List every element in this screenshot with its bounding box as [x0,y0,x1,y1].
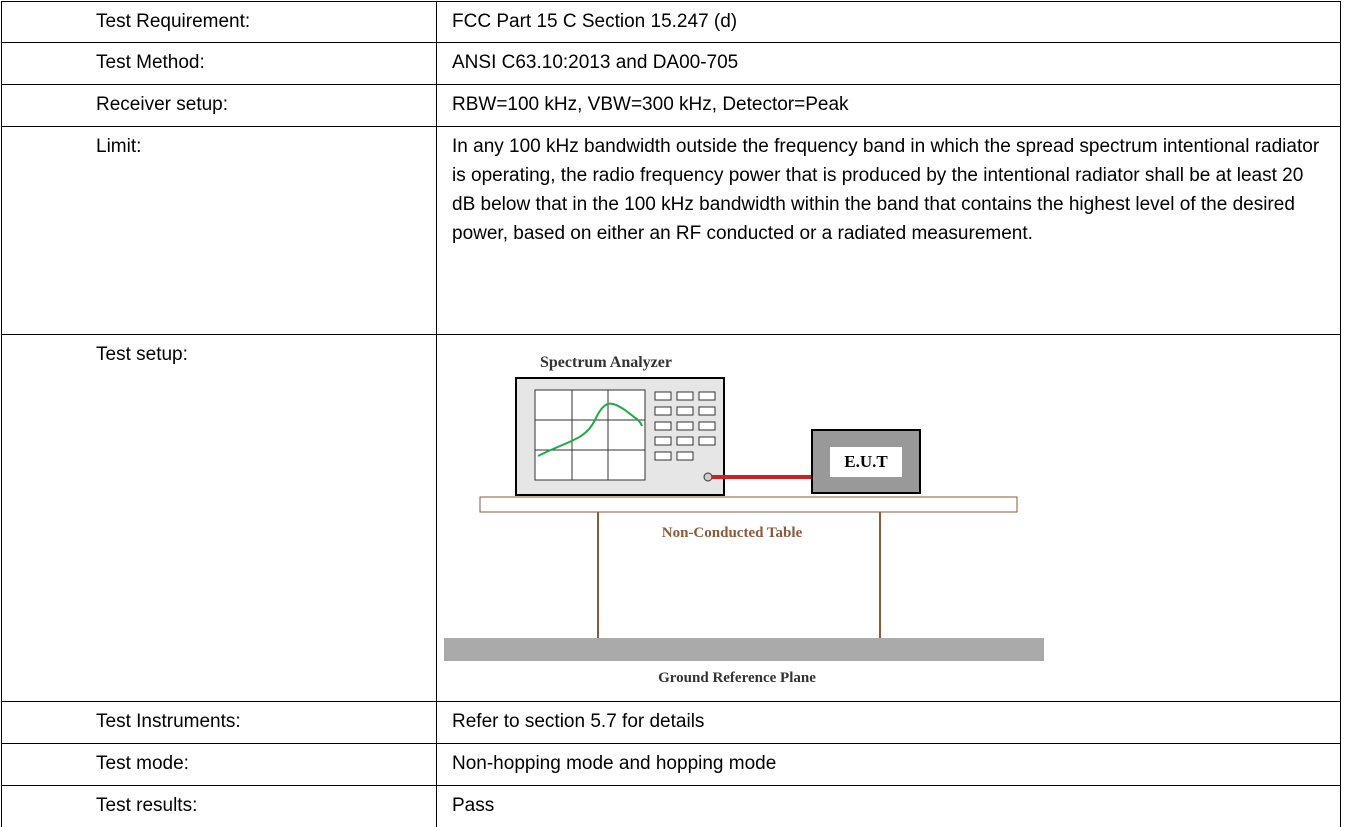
value-cell [436,1,1341,42]
value-cell [436,84,1341,126]
label-cell [1,1,436,42]
row-value: RBW=100 kHz, VBW=300 kHz, Detector=Peak [452,94,849,115]
row-label: Receiver setup: [96,94,229,115]
label-cell [1,334,436,701]
row-label: Limit: [96,136,142,157]
row-label: Test Method: [96,52,205,73]
row-value: FCC Part 15 C Section 15.247 (d) [452,11,738,32]
row-value: Pass [452,795,495,816]
row-label: Test Instruments: [96,711,241,732]
row-label: Test setup: [96,344,188,365]
value-cell [436,743,1341,785]
value-cell [436,334,1341,701]
label-cell [1,743,436,785]
label-cell [1,126,436,334]
row-label: Test results: [96,795,198,816]
row-label: Test mode: [96,753,189,774]
row-value: Non-hopping mode and hopping mode [452,753,777,774]
label-cell [1,785,436,827]
value-cell [436,126,1341,334]
value-cell [436,42,1341,84]
row-label: Test Requirement: [96,11,251,32]
value-cell [436,701,1341,743]
label-cell [1,42,436,84]
row-value: Refer to section 5.7 for details [452,711,705,732]
row-value: In any 100 kHz bandwidth outside the fre… [452,136,1320,244]
value-cell [436,785,1341,827]
label-cell [1,701,436,743]
label-cell [1,84,436,126]
row-value: ANSI C63.10:2013 and DA00-705 [452,52,739,73]
